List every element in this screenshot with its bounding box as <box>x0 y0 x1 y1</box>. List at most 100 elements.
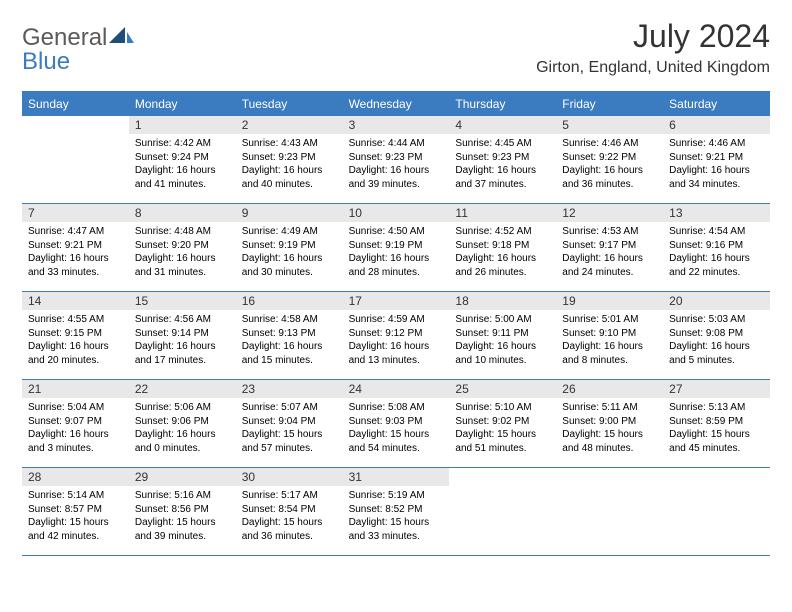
weekday-header: Sunday <box>22 93 129 115</box>
day-number: 11 <box>449 204 556 222</box>
daylight-text: and 36 minutes. <box>242 530 337 544</box>
daylight-text: Daylight: 15 hours <box>349 516 444 530</box>
calendar-bottom-rule <box>22 555 770 556</box>
day-number: 26 <box>556 380 663 398</box>
daylight-text: and 13 minutes. <box>349 354 444 368</box>
day-cell: 26Sunrise: 5:11 AMSunset: 9:00 PMDayligh… <box>556 379 663 467</box>
day-cell: 30Sunrise: 5:17 AMSunset: 8:54 PMDayligh… <box>236 467 343 555</box>
daylight-text: and 20 minutes. <box>28 354 123 368</box>
empty-cell: . <box>556 467 663 555</box>
daylight-text: and 24 minutes. <box>562 266 657 280</box>
daylight-text: and 26 minutes. <box>455 266 550 280</box>
daylight-text: Daylight: 15 hours <box>349 428 444 442</box>
day-cell: 9Sunrise: 4:49 AMSunset: 9:19 PMDaylight… <box>236 203 343 291</box>
calendar-body: .1Sunrise: 4:42 AMSunset: 9:24 PMDayligh… <box>22 115 770 555</box>
sail-icon <box>107 25 135 45</box>
header: General Blue July 2024 Girton, England, … <box>22 18 770 77</box>
day-number: 17 <box>343 292 450 310</box>
day-number: 25 <box>449 380 556 398</box>
day-info: Sunrise: 5:06 AMSunset: 9:06 PMDaylight:… <box>129 398 236 461</box>
weekday-header: Thursday <box>449 93 556 115</box>
sunrise-text: Sunrise: 4:46 AM <box>562 137 657 151</box>
day-info: Sunrise: 4:56 AMSunset: 9:14 PMDaylight:… <box>129 310 236 373</box>
day-number: 28 <box>22 468 129 486</box>
daylight-text: and 48 minutes. <box>562 442 657 456</box>
brand-name: General Blue <box>22 26 135 74</box>
sunset-text: Sunset: 9:22 PM <box>562 151 657 165</box>
sunrise-text: Sunrise: 4:56 AM <box>135 313 230 327</box>
daylight-text: Daylight: 16 hours <box>242 164 337 178</box>
daylight-text: Daylight: 16 hours <box>349 252 444 266</box>
daylight-text: Daylight: 16 hours <box>135 428 230 442</box>
daylight-text: and 30 minutes. <box>242 266 337 280</box>
day-info: Sunrise: 5:03 AMSunset: 9:08 PMDaylight:… <box>663 310 770 373</box>
sunrise-text: Sunrise: 5:04 AM <box>28 401 123 415</box>
day-number: 24 <box>343 380 450 398</box>
day-number: 13 <box>663 204 770 222</box>
sunrise-text: Sunrise: 4:54 AM <box>669 225 764 239</box>
daylight-text: and 41 minutes. <box>135 178 230 192</box>
sunrise-text: Sunrise: 4:48 AM <box>135 225 230 239</box>
daylight-text: and 39 minutes. <box>349 178 444 192</box>
day-info: Sunrise: 4:42 AMSunset: 9:24 PMDaylight:… <box>129 134 236 197</box>
daylight-text: and 36 minutes. <box>562 178 657 192</box>
sunrise-text: Sunrise: 4:46 AM <box>669 137 764 151</box>
daylight-text: and 3 minutes. <box>28 442 123 456</box>
sunset-text: Sunset: 9:04 PM <box>242 415 337 429</box>
daylight-text: Daylight: 16 hours <box>28 340 123 354</box>
day-info: Sunrise: 5:10 AMSunset: 9:02 PMDaylight:… <box>449 398 556 461</box>
sunset-text: Sunset: 9:21 PM <box>28 239 123 253</box>
day-cell: 25Sunrise: 5:10 AMSunset: 9:02 PMDayligh… <box>449 379 556 467</box>
day-cell: 23Sunrise: 5:07 AMSunset: 9:04 PMDayligh… <box>236 379 343 467</box>
sunset-text: Sunset: 9:07 PM <box>28 415 123 429</box>
day-cell: 16Sunrise: 4:58 AMSunset: 9:13 PMDayligh… <box>236 291 343 379</box>
sunrise-text: Sunrise: 4:50 AM <box>349 225 444 239</box>
sunset-text: Sunset: 9:24 PM <box>135 151 230 165</box>
day-info: Sunrise: 5:14 AMSunset: 8:57 PMDaylight:… <box>22 486 129 549</box>
sunset-text: Sunset: 9:13 PM <box>242 327 337 341</box>
day-info: Sunrise: 5:16 AMSunset: 8:56 PMDaylight:… <box>129 486 236 549</box>
sunset-text: Sunset: 9:11 PM <box>455 327 550 341</box>
day-number: 22 <box>129 380 236 398</box>
daylight-text: and 15 minutes. <box>242 354 337 368</box>
day-number: 21 <box>22 380 129 398</box>
empty-cell: . <box>22 115 129 203</box>
day-number: 29 <box>129 468 236 486</box>
sunrise-text: Sunrise: 4:49 AM <box>242 225 337 239</box>
sunset-text: Sunset: 9:06 PM <box>135 415 230 429</box>
sunset-text: Sunset: 9:14 PM <box>135 327 230 341</box>
daylight-text: Daylight: 16 hours <box>135 164 230 178</box>
day-info: Sunrise: 4:59 AMSunset: 9:12 PMDaylight:… <box>343 310 450 373</box>
sunset-text: Sunset: 8:52 PM <box>349 503 444 517</box>
day-cell: 2Sunrise: 4:43 AMSunset: 9:23 PMDaylight… <box>236 115 343 203</box>
sunset-text: Sunset: 9:03 PM <box>349 415 444 429</box>
daylight-text: Daylight: 16 hours <box>135 252 230 266</box>
daylight-text: Daylight: 16 hours <box>242 340 337 354</box>
sunset-text: Sunset: 9:18 PM <box>455 239 550 253</box>
day-number: 2 <box>236 116 343 134</box>
sunset-text: Sunset: 8:54 PM <box>242 503 337 517</box>
day-info: Sunrise: 5:08 AMSunset: 9:03 PMDaylight:… <box>343 398 450 461</box>
day-cell: 10Sunrise: 4:50 AMSunset: 9:19 PMDayligh… <box>343 203 450 291</box>
daylight-text: and 34 minutes. <box>669 178 764 192</box>
sunrise-text: Sunrise: 4:58 AM <box>242 313 337 327</box>
daylight-text: and 33 minutes. <box>349 530 444 544</box>
sunset-text: Sunset: 9:19 PM <box>349 239 444 253</box>
sunrise-text: Sunrise: 5:00 AM <box>455 313 550 327</box>
daylight-text: Daylight: 16 hours <box>669 340 764 354</box>
sunrise-text: Sunrise: 4:53 AM <box>562 225 657 239</box>
day-number: 27 <box>663 380 770 398</box>
day-number: 12 <box>556 204 663 222</box>
weekday-header: Saturday <box>663 93 770 115</box>
sunrise-text: Sunrise: 5:06 AM <box>135 401 230 415</box>
day-info: Sunrise: 4:52 AMSunset: 9:18 PMDaylight:… <box>449 222 556 285</box>
day-info: Sunrise: 4:47 AMSunset: 9:21 PMDaylight:… <box>22 222 129 285</box>
day-number: 30 <box>236 468 343 486</box>
day-cell: 29Sunrise: 5:16 AMSunset: 8:56 PMDayligh… <box>129 467 236 555</box>
day-info: Sunrise: 4:46 AMSunset: 9:21 PMDaylight:… <box>663 134 770 197</box>
day-cell: 20Sunrise: 5:03 AMSunset: 9:08 PMDayligh… <box>663 291 770 379</box>
sunrise-text: Sunrise: 5:10 AM <box>455 401 550 415</box>
sunrise-text: Sunrise: 4:47 AM <box>28 225 123 239</box>
title-block: July 2024 Girton, England, United Kingdo… <box>536 18 770 77</box>
sunrise-text: Sunrise: 5:08 AM <box>349 401 444 415</box>
